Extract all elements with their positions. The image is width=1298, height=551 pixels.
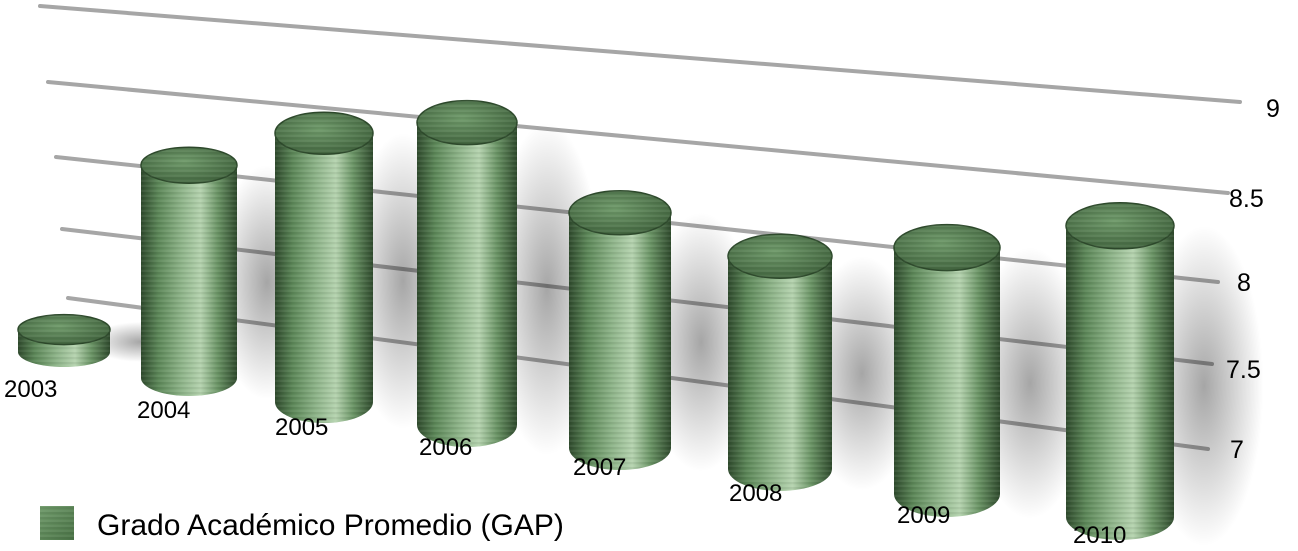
bar-top-texture — [417, 100, 517, 145]
legend-swatch-texture — [40, 506, 74, 540]
bar-shadow — [804, 256, 920, 491]
bar-2006 — [416, 99, 518, 447]
bar-texture — [1066, 225, 1174, 541]
y-tick-label: 7 — [1230, 436, 1244, 464]
bar-texture — [417, 122, 517, 447]
bar-2009 — [893, 223, 1001, 517]
bar-shadow — [1144, 225, 1264, 547]
y-tick-label: 8 — [1237, 269, 1251, 297]
bar-2003 — [17, 313, 111, 367]
bar-shadow — [971, 247, 1089, 519]
x-category-label: 2005 — [275, 414, 328, 441]
legend: Grado Académico Promedio (GAP) — [40, 506, 564, 542]
x-category-label: 2007 — [573, 454, 626, 481]
bar-2007 — [568, 190, 672, 471]
x-category-label: 2008 — [729, 480, 782, 507]
bar-texture — [728, 256, 832, 491]
legend-label: Grado Académico Promedio (GAP) — [97, 509, 564, 542]
bar-top-texture — [18, 314, 110, 345]
x-category-label: 2006 — [419, 434, 472, 461]
gridline — [38, 4, 1242, 104]
bar-top-texture — [1066, 202, 1174, 249]
x-category-label: 2003 — [4, 376, 57, 403]
x-category-label: 2010 — [1073, 522, 1126, 549]
bar-top-texture — [141, 147, 237, 184]
bar-2004 — [140, 146, 238, 396]
bar-texture — [894, 247, 1000, 517]
x-axis-categories: 2003 2004 2005 2006 2007 2008 2009 2010 — [4, 376, 1126, 549]
bar-top-texture — [569, 190, 671, 235]
bar-top-texture — [728, 234, 832, 279]
bar-2005 — [274, 111, 374, 423]
bar-texture — [141, 165, 237, 396]
bar-top-texture — [275, 112, 373, 155]
bar-texture — [569, 212, 671, 471]
y-axis-ticks: 7 7.5 8 8.5 9 — [1226, 95, 1280, 464]
x-category-label: 2009 — [897, 502, 950, 529]
bar-top-texture — [894, 224, 1000, 271]
y-tick-label: 9 — [1266, 95, 1280, 123]
y-tick-label: 7.5 — [1226, 356, 1261, 384]
x-category-label: 2004 — [137, 397, 190, 424]
bar-2010 — [1065, 202, 1175, 541]
bars — [17, 99, 1175, 541]
bar-2008 — [727, 233, 833, 491]
gridline — [46, 80, 1230, 195]
y-tick-label: 8.5 — [1229, 185, 1264, 213]
bar-texture — [275, 133, 373, 423]
